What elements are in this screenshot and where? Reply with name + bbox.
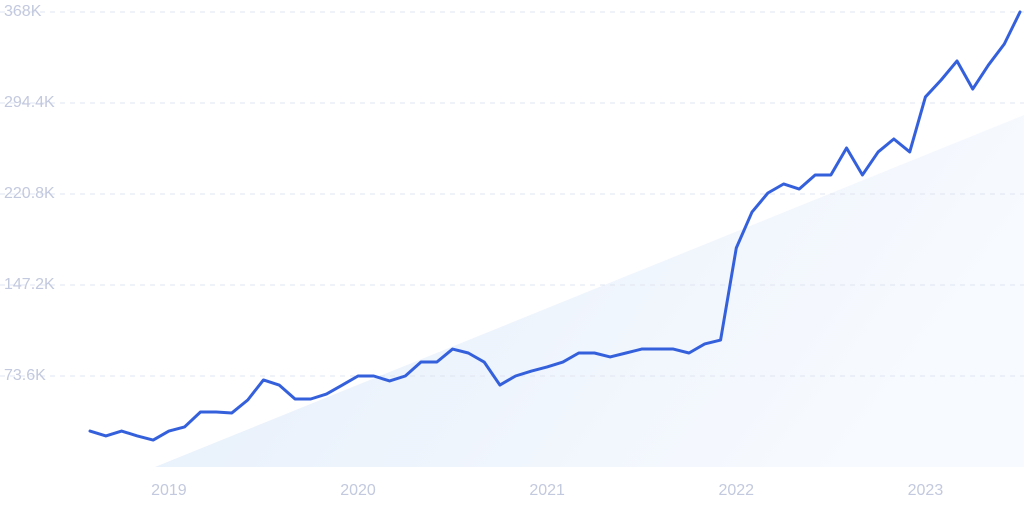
y-tick-label: 368K xyxy=(4,3,42,20)
line-series xyxy=(88,10,1022,442)
x-tick-label: 2019 xyxy=(151,482,187,499)
x-tick-label: 2020 xyxy=(340,482,376,499)
background-shape xyxy=(155,115,1024,467)
y-tick-label: 73.6K xyxy=(4,367,46,384)
x-tick-label: 2021 xyxy=(529,482,565,499)
y-tick-label: 220.8K xyxy=(4,185,55,202)
x-tick-label: 2023 xyxy=(908,482,944,499)
y-tick-label: 147.2K xyxy=(4,276,55,293)
x-tick-label: 2022 xyxy=(718,482,754,499)
y-tick-label: 294.4K xyxy=(4,94,55,111)
